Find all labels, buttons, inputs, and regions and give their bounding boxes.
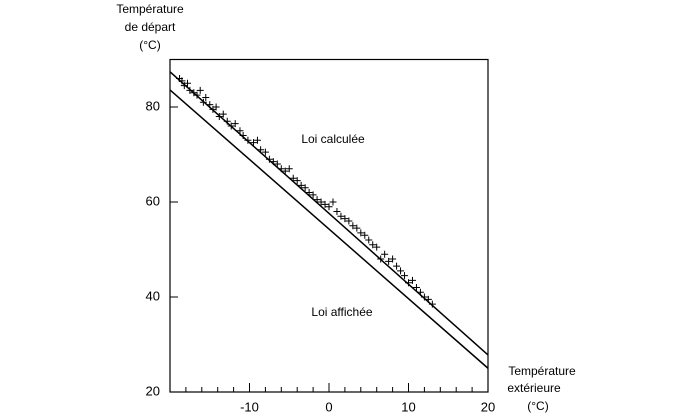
- point: [397, 267, 405, 275]
- point: [219, 110, 227, 118]
- point: [389, 255, 397, 263]
- y-axis-label: Température: [116, 2, 184, 16]
- point: [277, 165, 285, 173]
- x-tick-label: 20: [481, 399, 495, 414]
- point: [193, 91, 201, 99]
- point: [178, 77, 186, 85]
- point: [353, 224, 361, 232]
- point: [424, 295, 432, 303]
- point: [206, 101, 214, 109]
- point: [289, 174, 297, 182]
- point: [321, 200, 329, 208]
- point: [393, 262, 401, 270]
- point: [357, 229, 365, 237]
- point: [349, 222, 357, 230]
- annotation: Loi calculée: [301, 132, 365, 146]
- point: [329, 198, 337, 206]
- y-axis-label: de départ: [125, 20, 176, 34]
- point: [317, 198, 325, 206]
- point: [401, 272, 409, 280]
- y-axis-label: (°C): [139, 38, 160, 52]
- x-axis-label: Température: [508, 364, 576, 378]
- point: [361, 231, 369, 239]
- point: [223, 117, 231, 125]
- point: [416, 288, 424, 296]
- x-tick-label: 0: [325, 399, 332, 414]
- point: [199, 98, 207, 106]
- x-axis-label: extérieure: [507, 381, 561, 395]
- point: [257, 146, 265, 154]
- point: [420, 293, 428, 301]
- point: [341, 215, 349, 223]
- point: [301, 184, 309, 192]
- point: [202, 94, 210, 101]
- point: [244, 136, 252, 144]
- point: [305, 189, 313, 196]
- point: [405, 279, 412, 287]
- point: [428, 300, 436, 308]
- point: [365, 236, 373, 244]
- point: [265, 155, 273, 163]
- point: [369, 241, 377, 249]
- point: [325, 203, 333, 211]
- point: [186, 86, 194, 94]
- point: [297, 181, 305, 189]
- point: [285, 165, 293, 173]
- point: [333, 208, 341, 215]
- point: [236, 127, 244, 135]
- point: [183, 79, 191, 87]
- point: [309, 191, 317, 199]
- x-tick-label: 10: [401, 399, 415, 414]
- point: [249, 139, 257, 147]
- x-tick-label: -10: [240, 399, 259, 414]
- point: [412, 284, 420, 291]
- y-tick-label: 20: [146, 383, 160, 398]
- point: [231, 120, 239, 128]
- x-axis-label: (°C): [527, 399, 548, 413]
- point: [269, 158, 277, 166]
- y-tick-label: 80: [146, 98, 160, 113]
- point: [227, 122, 235, 130]
- point: [408, 276, 416, 284]
- point: [293, 177, 301, 185]
- point: [377, 255, 385, 263]
- point: [345, 217, 353, 225]
- point: [239, 132, 247, 139]
- law-line: [169, 89, 489, 369]
- point: [381, 250, 389, 258]
- y-tick-label: 60: [146, 193, 160, 208]
- point: [281, 167, 289, 175]
- law-line: [169, 71, 489, 356]
- point: [215, 113, 223, 120]
- annotation: Loi affichée: [311, 305, 372, 319]
- point: [273, 160, 281, 168]
- y-tick-label: 40: [146, 288, 160, 303]
- point: [373, 243, 381, 251]
- point: [385, 257, 393, 265]
- point: [261, 148, 269, 156]
- point: [212, 103, 220, 111]
- point: [313, 196, 321, 204]
- point: [253, 136, 261, 144]
- point: [196, 86, 204, 94]
- plot-frame: [169, 58, 489, 393]
- point: [337, 212, 345, 220]
